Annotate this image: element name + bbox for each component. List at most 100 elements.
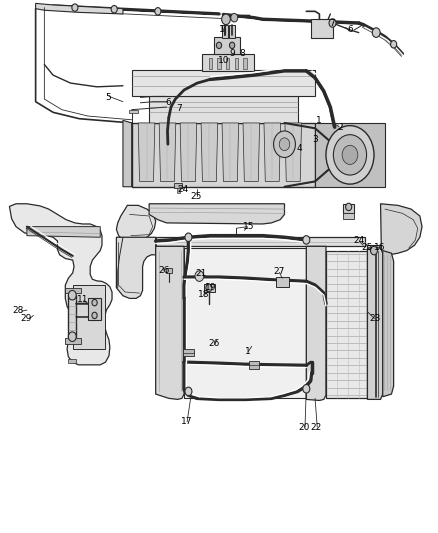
Polygon shape <box>155 246 184 399</box>
Polygon shape <box>155 237 365 246</box>
Polygon shape <box>204 284 215 292</box>
Polygon shape <box>381 204 422 255</box>
Text: 11: 11 <box>77 295 88 304</box>
Text: 17: 17 <box>180 417 192 426</box>
Text: 6: 6 <box>347 26 353 35</box>
Circle shape <box>230 42 235 49</box>
Text: 9: 9 <box>229 50 235 58</box>
Text: 25: 25 <box>191 192 202 201</box>
Text: 18: 18 <box>198 290 209 299</box>
Polygon shape <box>285 123 301 181</box>
Text: 20: 20 <box>298 423 310 432</box>
Circle shape <box>346 203 352 211</box>
Text: 7: 7 <box>329 19 335 28</box>
Text: 25: 25 <box>362 244 373 253</box>
Text: 16: 16 <box>374 244 385 253</box>
Polygon shape <box>243 123 260 181</box>
Polygon shape <box>264 123 281 181</box>
Text: 2: 2 <box>338 123 343 132</box>
Polygon shape <box>27 227 100 237</box>
Circle shape <box>68 290 76 300</box>
Text: 1: 1 <box>219 26 225 35</box>
Bar <box>235 58 238 69</box>
Polygon shape <box>311 19 332 38</box>
Polygon shape <box>149 96 297 123</box>
Circle shape <box>333 135 367 175</box>
Polygon shape <box>383 251 394 397</box>
Bar <box>65 288 81 293</box>
Circle shape <box>195 271 204 281</box>
Text: 1: 1 <box>244 347 250 356</box>
Polygon shape <box>159 123 176 181</box>
Text: 5: 5 <box>105 93 110 102</box>
Text: 21: 21 <box>196 269 207 278</box>
Circle shape <box>155 7 161 15</box>
Text: 24: 24 <box>177 185 189 194</box>
Ellipse shape <box>165 266 175 288</box>
Polygon shape <box>343 204 354 213</box>
Circle shape <box>185 233 192 241</box>
Circle shape <box>206 284 212 292</box>
Circle shape <box>279 138 290 151</box>
Circle shape <box>185 387 192 395</box>
Circle shape <box>303 384 310 393</box>
Bar <box>226 58 230 69</box>
Text: 26: 26 <box>158 266 169 275</box>
Circle shape <box>222 14 230 25</box>
Polygon shape <box>88 298 101 320</box>
Text: 22: 22 <box>311 423 322 432</box>
Polygon shape <box>132 123 315 187</box>
Circle shape <box>391 41 397 48</box>
Polygon shape <box>201 123 218 181</box>
Polygon shape <box>130 110 138 114</box>
Text: 23: 23 <box>370 313 381 322</box>
Polygon shape <box>315 123 385 187</box>
Circle shape <box>92 312 97 319</box>
Ellipse shape <box>165 309 175 330</box>
Circle shape <box>92 300 97 306</box>
Polygon shape <box>326 251 367 398</box>
Polygon shape <box>367 248 383 399</box>
Circle shape <box>68 332 76 342</box>
Circle shape <box>216 42 222 49</box>
Polygon shape <box>123 120 132 187</box>
Polygon shape <box>166 268 172 273</box>
Bar <box>244 58 247 69</box>
Polygon shape <box>367 245 381 256</box>
Polygon shape <box>138 123 155 181</box>
Bar <box>208 58 212 69</box>
Text: 15: 15 <box>243 222 254 231</box>
Circle shape <box>303 236 310 244</box>
Polygon shape <box>117 237 155 298</box>
Polygon shape <box>73 285 105 349</box>
Text: 3: 3 <box>312 135 318 144</box>
Bar <box>343 213 354 219</box>
Polygon shape <box>149 204 285 224</box>
Polygon shape <box>10 204 112 365</box>
Circle shape <box>326 126 374 184</box>
Text: 19: 19 <box>205 283 216 292</box>
Text: 24: 24 <box>353 237 364 246</box>
Text: 29: 29 <box>20 313 32 322</box>
Bar <box>68 295 76 337</box>
Polygon shape <box>35 3 123 14</box>
Text: 4: 4 <box>296 144 302 153</box>
Polygon shape <box>174 183 182 188</box>
Circle shape <box>371 246 378 255</box>
Polygon shape <box>306 246 326 400</box>
Text: 28: 28 <box>12 305 24 314</box>
Circle shape <box>231 13 238 22</box>
Bar <box>177 188 180 193</box>
Polygon shape <box>222 123 239 181</box>
Polygon shape <box>183 349 194 357</box>
Circle shape <box>329 19 336 27</box>
Text: 6: 6 <box>165 98 171 107</box>
Polygon shape <box>180 123 197 181</box>
Text: 10: 10 <box>218 56 229 64</box>
Text: 27: 27 <box>274 268 285 276</box>
Polygon shape <box>184 248 306 398</box>
Circle shape <box>274 131 295 158</box>
Bar <box>217 58 221 69</box>
Polygon shape <box>132 70 315 96</box>
Circle shape <box>111 5 117 13</box>
